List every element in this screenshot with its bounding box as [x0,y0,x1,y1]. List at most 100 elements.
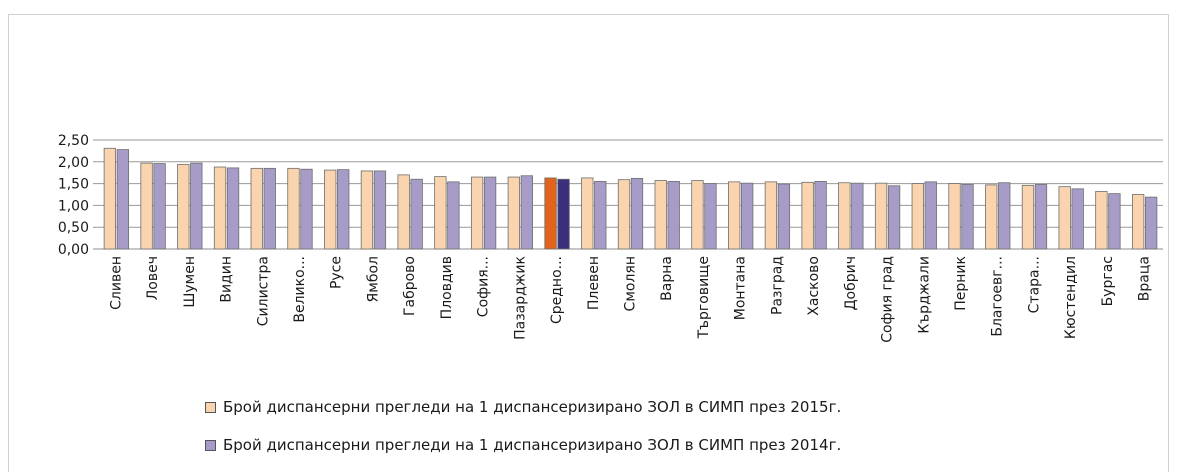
bar-2014 [704,183,717,250]
x-tick-label: Хасково [806,256,822,316]
x-tick-label: Пазарджик [512,256,528,340]
bar-2015 [544,177,557,250]
x-tick-label: Габрово [402,256,418,316]
x-tick-label: Велико... [292,256,308,323]
bar-2015 [874,182,888,250]
x-tick-label: Стара... [1026,256,1042,313]
bar-2014 [1071,188,1084,250]
bar-2014 [1144,196,1158,250]
bar-2015 [838,182,851,250]
bar-2014 [1034,184,1048,250]
bar-2014 [851,182,864,250]
x-tick-label: Силистра [255,256,271,326]
x-tick-label: Търговище [696,256,712,339]
bar-2015 [103,147,117,250]
x-axis-tick-labels: Сливен Ловеч Шумен Видин Силистра Велико... Ру… [108,256,1152,343]
bar-2015 [507,176,520,250]
x-tick-label: Сливен [108,256,124,310]
legend-label-2014: Брой диспансерни прегледи на 1 диспансер… [223,436,842,454]
bar-2015 [581,177,594,250]
y-tick-label: 2,00 [58,155,89,171]
bar-2014 [410,178,423,250]
bar-2014 [998,182,1011,250]
bar-2014 [814,181,827,250]
bar-2015 [691,180,704,250]
legend-label-2015: Брой диспансерни прегледи на 1 диспансер… [223,398,842,416]
x-tick-label: Варна [659,256,675,301]
x-tick-label: Плевен [586,256,602,310]
bar-2014 [300,168,313,250]
legend-swatch-2014 [205,439,216,451]
bar-2015 [470,176,484,250]
bar-2015 [213,166,227,250]
bar-2014 [520,175,533,250]
bar-2014 [961,184,974,250]
bar-2015 [764,181,778,250]
x-tick-label: Монтана [733,256,749,320]
bar-2015 [617,179,631,250]
x-tick-label: Кърджали [916,256,932,334]
x-tick-label: Пловдив [439,256,455,319]
y-tick-label: 2,50 [58,133,89,149]
x-tick-label: София... [476,256,492,317]
bar-2014 [263,167,276,250]
bar-2015 [1058,186,1071,250]
legend-entry-2014: Брой диспансерни прегледи на 1 диспансер… [205,434,1105,456]
y-axis-tick-labels: 0,00 0,50 1,00 1,50 2,00 2,50 [58,133,89,258]
bar-2014 [116,149,130,250]
bar-2014 [1108,193,1121,250]
bar-2014 [153,163,166,250]
bar-2014 [777,183,791,250]
bar-2015 [324,169,337,250]
bar-2015 [911,183,924,250]
x-tick-label: Видин [219,256,235,303]
x-tick-label: Ямбол [365,256,381,302]
bar-2014 [630,177,644,250]
x-tick-label: Русе [329,256,345,289]
bar-2015 [250,167,263,250]
bar-2015 [948,183,961,250]
bar-2015 [985,184,998,250]
bar-2014 [741,182,754,250]
x-tick-label: Смолян [623,256,639,311]
x-tick-label: Шумен [182,256,198,308]
bar-2014 [190,162,203,250]
bars [103,147,1158,250]
legend-entry-2015: Брой диспансерни прегледи на 1 диспансер… [205,396,1105,418]
bar-2014 [373,170,387,250]
bar-2014 [337,169,350,250]
legend-swatch-2015 [205,401,216,413]
bar-2015 [1095,191,1108,250]
bar-2015 [177,164,190,250]
bar-2014 [887,185,901,250]
bar-2014 [594,181,607,250]
x-tick-label: Средно... [549,256,565,324]
bar-2014 [924,181,937,250]
x-tick-label: Разград [769,256,785,315]
bar-2015 [287,167,300,250]
bar-2014 [483,176,497,250]
x-tick-label: Враца [1137,256,1153,301]
x-tick-label: Кюстендил [1063,256,1079,339]
bar-2015 [654,180,667,250]
bar-2015 [1131,194,1145,250]
legend: Брой диспансерни прегледи на 1 диспансер… [205,396,1105,472]
bar-2015 [140,162,153,250]
bar-2014 [226,167,240,250]
bar-2014 [667,181,680,250]
bar-2015 [397,174,410,250]
bar-2015 [1021,184,1035,250]
bar-2015 [728,181,741,250]
bar-2015 [360,170,374,250]
y-tick-label: 0,50 [58,220,89,236]
x-tick-label: Бургас [1100,256,1116,306]
y-tick-label: 1,50 [58,177,89,193]
bar-2014 [447,181,460,250]
bar-2014 [557,178,570,250]
x-tick-label: Добрич [843,256,859,310]
x-tick-label: Перник [953,256,969,311]
y-tick-label: 1,00 [58,198,89,214]
bar-2015 [434,176,447,250]
x-tick-label: Благоевг... [990,256,1006,337]
x-tick-label: Ловеч [145,256,161,300]
